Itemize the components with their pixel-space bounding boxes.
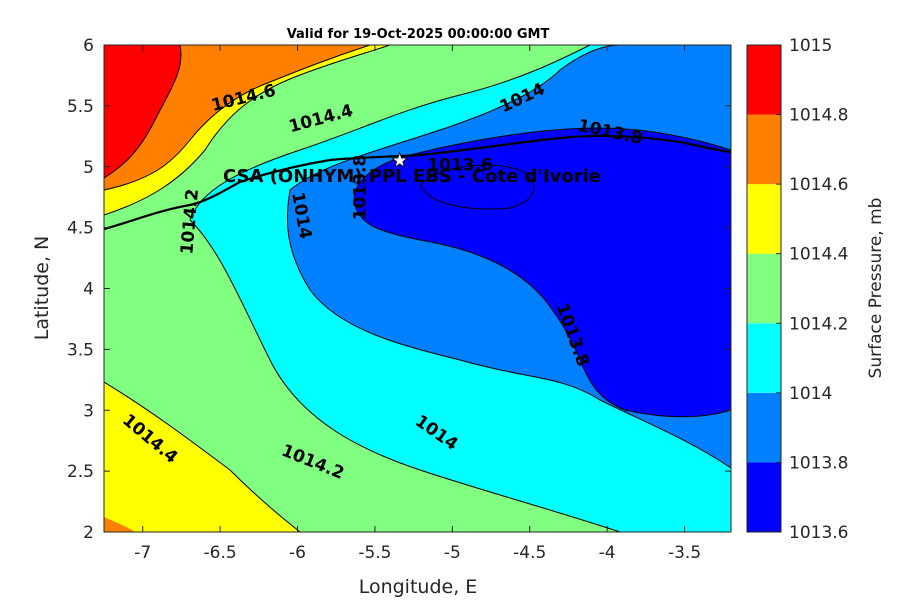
contour-line-1014.4-south <box>104 381 301 532</box>
y-tick-label: 3 <box>83 401 94 421</box>
colorbar-labels: 1013.6 1013.8 1014 1014.2 1014.4 1014.6 1014.8… <box>776 36 848 543</box>
colorbar-tick-label: 1013.6 <box>789 523 848 543</box>
y-tick-label: 5.5 <box>67 97 94 117</box>
colorbar-swatches <box>747 45 781 532</box>
contour-label: 1013.8 <box>350 155 370 221</box>
colorbar-swatch <box>747 45 781 115</box>
contour-line-1014.0 <box>286 45 731 469</box>
y-axis-title: Latitude, N <box>31 236 53 341</box>
colorbar: 1013.6 1013.8 1014 1014.2 1014.4 1014.6 1014.8… <box>746 36 886 543</box>
colorbar-swatch <box>747 114 781 185</box>
colorbar-tick-label: 1014.6 <box>789 175 848 195</box>
contour-line-1014.6 <box>104 45 371 191</box>
band-1014.4-lower <box>104 382 300 532</box>
colorbar-tick-label: 1015 <box>789 36 832 56</box>
y-tick-label: 3.5 <box>67 340 94 360</box>
contour-line-1013.8 <box>353 127 731 418</box>
x-tick-label: -4 <box>599 543 616 563</box>
band-1014.8-1015 <box>104 45 181 178</box>
y-tick-label: 4.5 <box>67 219 94 239</box>
contour-line-1014.2 <box>189 45 621 532</box>
colorbar-tick-label: 1014.8 <box>789 106 848 126</box>
contour-label: 1013.6 <box>427 155 493 175</box>
x-tick-label: -6.5 <box>204 543 237 563</box>
colorbar-swatch <box>747 323 781 393</box>
band-1014.6-corner <box>104 517 135 532</box>
y-axis: 2 2.5 3 3.5 4 4.5 5 5.5 6 <box>67 36 731 543</box>
colorbar-swatch <box>747 392 781 463</box>
contour-line-1014.4 <box>104 45 391 216</box>
y-tick-label: 5 <box>83 158 94 178</box>
contour-line-1013.6 <box>419 164 535 210</box>
y-tick-label: 2 <box>83 523 94 543</box>
y-tick-label: 4 <box>83 280 94 300</box>
colorbar-frame <box>746 44 782 533</box>
band-1013.6-1013.8 <box>354 128 731 417</box>
x-tick-label: -4.5 <box>513 543 546 563</box>
x-tick-label: -6 <box>289 543 306 563</box>
x-tick-label: -5.5 <box>358 543 391 563</box>
x-tick-label: -5 <box>444 543 461 563</box>
site-layer: CSA (ONHYM) PPL EBS - Cote d'Ivorie <box>223 151 601 187</box>
y-tick-label: 6 <box>83 36 94 56</box>
colorbar-title: Surface Pressure, mb <box>866 198 886 379</box>
x-tick-label: -3.5 <box>668 543 701 563</box>
x-axis-title: Longitude, E <box>359 576 478 598</box>
colorbar-tick-label: 1014.2 <box>789 314 848 334</box>
coastline <box>104 134 731 231</box>
site-label: CSA (ONHYM) PPL EBS - Cote d'Ivorie <box>223 166 601 187</box>
colorbar-swatch <box>747 253 781 324</box>
contour-line-1014.8 <box>104 45 182 179</box>
y-tick-label: 2.5 <box>67 462 94 482</box>
site-star-marker <box>390 151 409 169</box>
colorbar-swatch <box>747 184 781 254</box>
colorbar-tick-label: 1013.8 <box>789 453 848 473</box>
x-tick-label: -7 <box>134 543 151 563</box>
contour-lines <box>104 45 731 532</box>
colorbar-tick-label: 1014 <box>789 384 832 404</box>
contour-plot-area <box>104 45 731 532</box>
colorbar-swatch <box>747 462 781 532</box>
colorbar-tick-label: 1014.4 <box>789 245 848 265</box>
x-axis: -7 -6.5 -6 -5.5 -5 -4.5 -4 -3.5 <box>134 45 701 563</box>
plot-title: Valid for 19-Oct-2025 00:00:00 GMT <box>287 27 550 42</box>
